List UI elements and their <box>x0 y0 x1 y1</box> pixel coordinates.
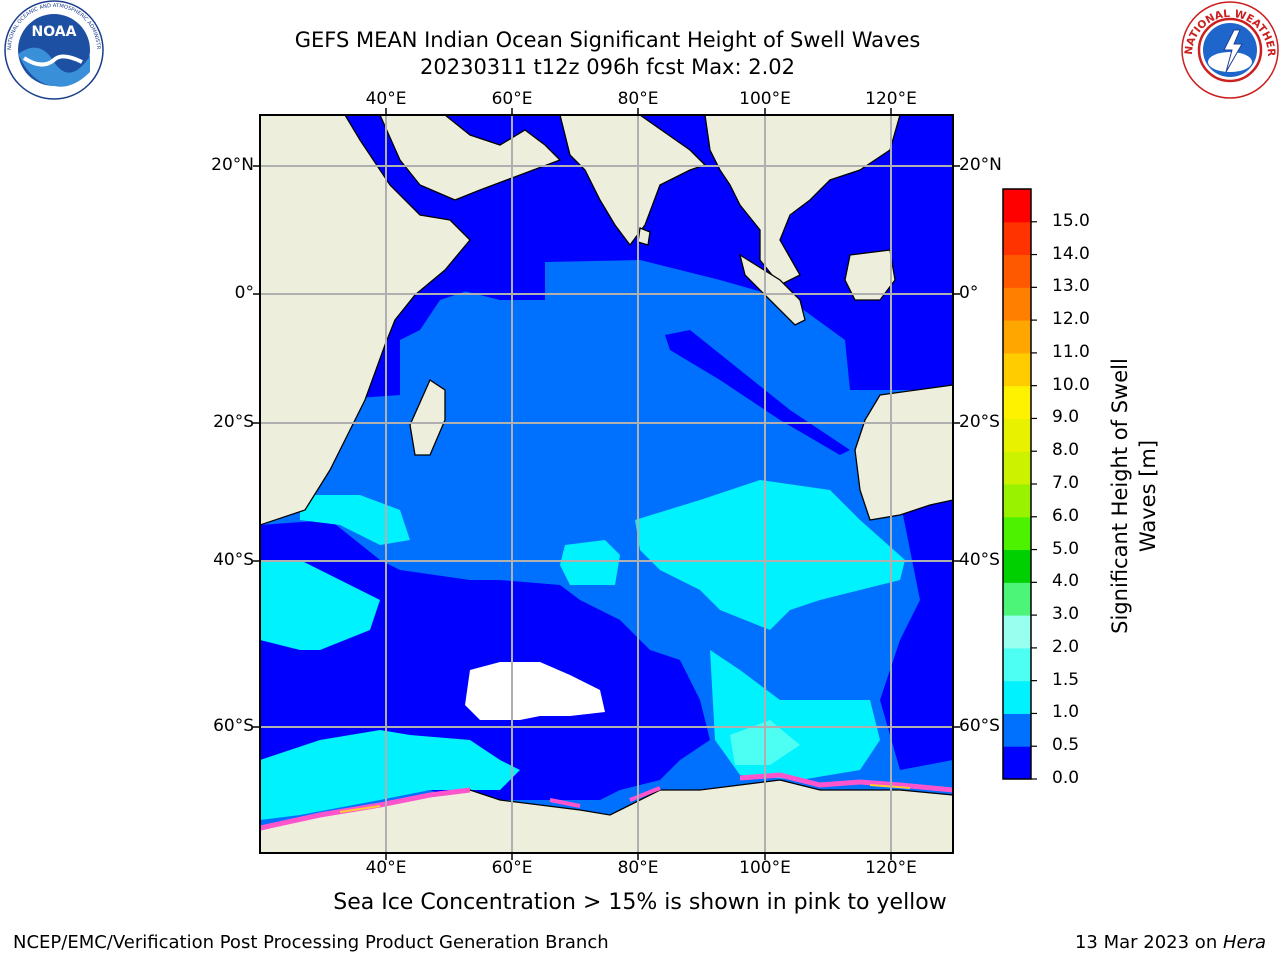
colorbar-tick-label: 10.0 <box>1052 374 1090 395</box>
colorbar-bin <box>1003 746 1031 780</box>
colorbar-tick-label: 1.0 <box>1052 702 1080 723</box>
sea-ice-fringe <box>260 787 471 831</box>
colorbar-bin <box>1003 320 1031 354</box>
colorbar-bin <box>1003 254 1031 288</box>
colorbar-tick-label: 6.0 <box>1052 505 1080 526</box>
lon-tick-top-60e: 60°E <box>491 89 533 109</box>
colorbar-tick-label: 9.0 <box>1052 407 1080 428</box>
swell-0-0.5-coastal <box>450 210 545 300</box>
lat-tick-left-60s: 60°S <box>213 716 254 736</box>
lat-tick-right-60s: 60°S <box>959 716 1000 736</box>
map-gridlines <box>260 115 953 853</box>
colorbar-bin <box>1003 582 1031 616</box>
colorbar-bin <box>1003 647 1031 682</box>
lon-tick-top-120e: 120°E <box>865 89 917 109</box>
colorbar-tick-label: 0.5 <box>1052 735 1080 756</box>
colorbar-bin <box>1003 221 1031 256</box>
colorbar-tick-label: 3.0 <box>1052 604 1080 625</box>
colorbar-bin <box>1003 615 1031 649</box>
colorbar-bin <box>1003 484 1031 518</box>
lat-tick-right-20n: 20°N <box>959 155 1002 175</box>
footer-machine: Hera <box>1222 932 1266 953</box>
colorbar-bin <box>1003 516 1031 551</box>
colorbar-label: Significant Height of Swell Waves [m] <box>1108 358 1160 634</box>
colorbar-bin <box>1003 549 1031 583</box>
swell-1.0-1.5-center <box>560 540 620 585</box>
no-data-patch <box>465 662 605 720</box>
lat-tick-left-0: 0° <box>234 283 254 303</box>
colorbar-bin <box>1003 385 1031 419</box>
land-sumatra <box>738 253 806 326</box>
chart-subtitle: 20230311 t12z 096h fcst Max: 2.02 <box>420 55 795 79</box>
colorbar-tick-label: 8.0 <box>1052 440 1080 461</box>
lat-tick-right-40s: 40°S <box>959 550 1000 570</box>
swell-1.0-1.5-sw-lower <box>260 730 520 820</box>
land-india <box>559 115 707 247</box>
colorbar-bin <box>1003 352 1031 387</box>
colorbar-tick-label: 2.0 <box>1052 636 1080 657</box>
lon-tick-bottom-100e: 100°E <box>739 858 791 878</box>
lon-tick-bottom-40e: 40°E <box>365 858 407 878</box>
colorbar-tick-label: 14.0 <box>1052 243 1090 264</box>
swell-1.0-1.5-sw-upper <box>300 495 410 545</box>
colorbar-tick-label: 4.0 <box>1052 571 1080 592</box>
noaa-logo: NOAA NATIONAL OCEANIC AND ATMOSPHERIC AD… <box>0 0 106 104</box>
lon-tick-bottom-120e: 120°E <box>865 858 917 878</box>
lat-tick-right-20s: 20°S <box>959 412 1000 432</box>
land-madagascar <box>409 379 446 456</box>
footer-date: 13 Mar 2023 on <box>1074 932 1223 953</box>
swell-1.0-1.5-sw <box>260 560 380 650</box>
sea-ice-note: Sea Ice Concentration > 15% is shown in … <box>333 890 947 915</box>
lon-tick-bottom-60e: 60°E <box>491 858 533 878</box>
map-tick-marks <box>253 108 960 860</box>
lon-tick-top-40e: 40°E <box>365 89 407 109</box>
colorbar-tick-label: 1.5 <box>1052 669 1080 690</box>
colorbar-tick-label: 7.0 <box>1052 473 1080 493</box>
colorbar-tick-label: 13.0 <box>1052 276 1090 297</box>
colorbar-tick-label: 0.0 <box>1052 768 1080 788</box>
national-weather-service-logo: NATIONAL WEATHER SERVICE <box>1176 0 1280 100</box>
sea-ice-fringe-east <box>739 772 953 793</box>
lon-tick-bottom-80e: 80°E <box>617 858 659 878</box>
lon-tick-top-80e: 80°E <box>617 89 659 109</box>
footer-right: 13 Mar 2023 on Hera <box>1075 932 1266 953</box>
colorbar-bin <box>1003 680 1031 714</box>
colorbar <box>1002 188 1037 780</box>
colorbar-bin <box>1003 189 1031 223</box>
swell-1.0-1.5-east <box>635 480 905 630</box>
colorbar-bin <box>1003 418 1031 452</box>
chart-title: GEFS MEAN Indian Ocean Significant Heigh… <box>294 28 921 52</box>
land-australia <box>854 384 953 521</box>
footer-left: NCEP/EMC/Verification Post Processing Pr… <box>13 932 609 953</box>
lat-tick-left-40s: 40°S <box>213 550 254 570</box>
land-southeast-asia <box>704 115 901 286</box>
land-arabia <box>379 115 562 201</box>
lon-tick-top-100e: 100°E <box>739 89 791 109</box>
lat-tick-left-20n: 20°N <box>211 155 254 175</box>
colorbar-bin <box>1003 287 1031 321</box>
sea-ice-fringe-mid <box>549 786 661 808</box>
lat-tick-right-0: 0° <box>959 283 979 303</box>
swell-0-0.5-east <box>880 470 953 770</box>
colorbar-tick-label: 5.0 <box>1052 538 1080 559</box>
colorbar-tick-label: 11.0 <box>1052 341 1090 362</box>
lat-tick-left-20s: 20°S <box>213 412 254 432</box>
map-frame <box>259 114 954 854</box>
noaa-logo-text: NOAA <box>32 24 77 40</box>
colorbar-tick-label: 12.0 <box>1052 309 1090 330</box>
colorbar-bin <box>1003 713 1031 747</box>
colorbar-bin <box>1003 451 1031 485</box>
colorbar-tick-label: 15.0 <box>1052 210 1090 231</box>
